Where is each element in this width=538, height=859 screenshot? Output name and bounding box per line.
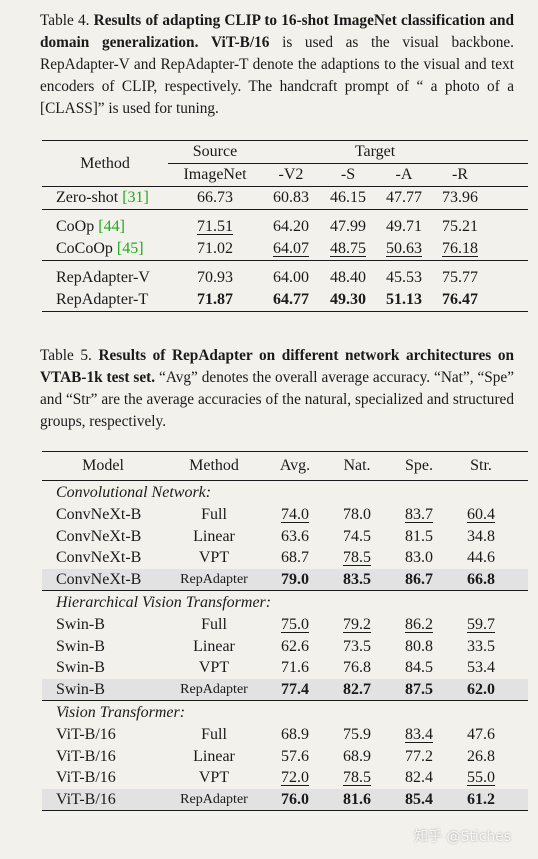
table-row: ConvNeXt-B RepAdapter 79.0 83.5 86.7 66.8	[42, 568, 528, 591]
table-row: Swin-B VPT 71.6 76.8 84.5 53.4	[56, 659, 495, 676]
table-row: RepAdapter-T 71.87 64.77 49.30 51.13 76.…	[42, 289, 528, 312]
table-row: CoCoOp [45] 71.02 64.07 48.75 50.63 76.1…	[56, 240, 478, 257]
table-row: ConvNeXt-B Linear 63.6 74.5 81.5 34.8	[56, 527, 495, 545]
t5-header: Str.	[470, 457, 492, 475]
table-row: ConvNeXt-B Full 74.0 78.0 83.7 60.4	[56, 506, 495, 523]
table5: Model Method Avg. Nat. Spe. Str. Convolu…	[42, 451, 528, 811]
t4-col: -V2	[262, 163, 320, 187]
group-title-row: Hierarchical Vision Transformer:	[42, 590, 528, 614]
t5-header: Spe.	[405, 457, 433, 475]
t4-col: -R	[432, 163, 488, 187]
table-row: Swin-B Full 75.0 79.2 86.2 59.7	[56, 616, 495, 633]
t4-header-method: Method	[42, 140, 168, 187]
table-row: ViT-B/16 VPT 72.0 78.5 82.4 55.0	[56, 769, 495, 786]
t4-col: ImageNet	[168, 163, 262, 187]
watermark: 知乎 @Stiches	[414, 829, 512, 845]
group-title-row: Vision Transformer:	[42, 700, 528, 724]
table-row: Zero-shot [31] 66.73 60.83 46.15 47.77 7…	[42, 186, 528, 210]
t5-header: Method	[189, 457, 239, 475]
t4-header-source: Source	[192, 143, 238, 160]
group-title: Convolutional Network:	[56, 483, 212, 501]
table-row: CoOp [44] 71.51 64.20 47.99 49.71 75.21	[42, 209, 528, 238]
group-title-row: Convolutional Network:	[42, 481, 528, 505]
t5-header: Model	[82, 457, 124, 475]
t5-header: Nat.	[343, 457, 371, 475]
table5-caption: Table 5. Results of RepAdapter on differ…	[40, 347, 514, 430]
table-row: RepAdapter-V 70.93 64.00 48.40 45.53 75.…	[42, 260, 528, 289]
table-row: ConvNeXt-B VPT 68.7 78.5 83.0 44.6	[56, 549, 495, 566]
group-title: Vision Transformer:	[42, 700, 528, 724]
table4-caption: Table 4. Results of adapting CLIP to 16-…	[40, 12, 514, 117]
group-title: Hierarchical Vision Transformer:	[42, 590, 528, 614]
t4-col: -S	[320, 163, 376, 187]
t4-col: -A	[376, 163, 432, 187]
t5-header: Avg.	[279, 457, 311, 475]
table4: Method Source Target ImageNet -V2 -S -A …	[42, 140, 528, 312]
table-row: ViT-B/16 RepAdapter 76.0 81.6 85.4 61.2	[42, 788, 528, 811]
table-row: ViT-B/16 Linear 57.6 68.9 77.2 26.8	[56, 747, 495, 765]
table-row: Swin-B RepAdapter 77.4 82.7 87.5 62.0	[42, 678, 528, 701]
table-row: Swin-B Linear 62.6 73.5 80.8 33.5	[56, 637, 495, 655]
table-row: ViT-B/16 Full 68.9 75.9 83.4 47.6	[56, 726, 495, 743]
t4-header-target: Target	[354, 143, 396, 160]
